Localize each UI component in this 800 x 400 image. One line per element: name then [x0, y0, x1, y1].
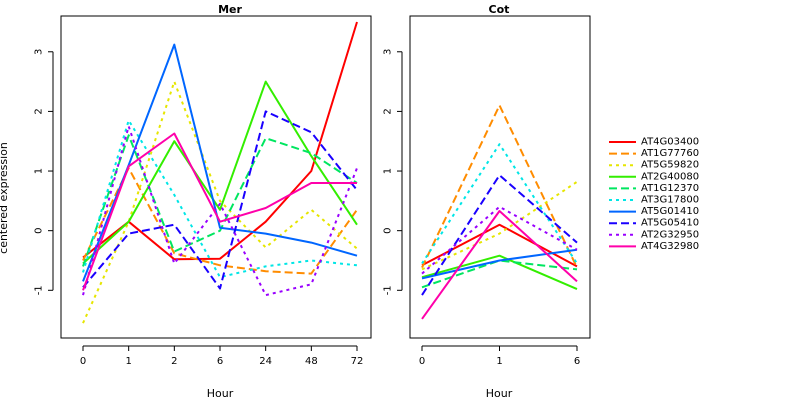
- series-line: [82, 125, 358, 297]
- x-axis-title: Hour: [207, 387, 234, 400]
- y-tick-label: 0: [383, 227, 394, 233]
- x-tick-label: 1: [496, 356, 502, 367]
- x-tick-label: 2: [171, 356, 177, 367]
- legend-label: AT5G05410: [641, 218, 699, 229]
- series-line: [421, 180, 578, 271]
- series-line: [82, 132, 357, 291]
- legend-label: AT1G77760: [641, 148, 699, 159]
- x-tick-label: 24: [259, 356, 272, 367]
- x-tick-label: 6: [217, 356, 223, 367]
- series-line: [421, 205, 578, 275]
- legend-label: AT5G01410: [641, 206, 699, 217]
- x-tick-label: 72: [351, 356, 364, 367]
- panel-mer: Mer Hour centered expression 0 1 2 6 24 48 72 -…: [0, 3, 372, 400]
- series-line: [421, 248, 578, 280]
- series-line: [421, 143, 578, 265]
- legend-label: AT4G03400: [641, 137, 699, 148]
- x-tick-label: 48: [305, 356, 318, 367]
- plot-frame: [60, 15, 372, 339]
- series-line: [421, 174, 578, 296]
- x-axis-title: Hour: [486, 387, 513, 400]
- panel-title: Mer: [218, 3, 242, 16]
- panel-cot: Cot Hour 0 1 6 -1 0 1 2 3: [383, 3, 591, 400]
- x-tick-label: 0: [419, 356, 425, 367]
- series-line: [421, 254, 578, 291]
- series-line: [421, 210, 578, 320]
- panel-title: Cot: [489, 3, 510, 16]
- y-tick-label: -1: [383, 285, 394, 295]
- series-line: [82, 110, 358, 290]
- series-line: [82, 80, 358, 265]
- legend-label: AT5G59820: [641, 160, 699, 171]
- y-tick-label: 3: [383, 49, 394, 55]
- legend: AT4G03400AT1G77760AT5G59820AT2G40080AT1G…: [609, 137, 699, 252]
- series-line: [421, 104, 578, 269]
- plot-frame: [409, 15, 591, 339]
- legend-label: AT3G17800: [641, 195, 699, 206]
- y-tick-label: -1: [34, 285, 45, 295]
- series-line: [82, 134, 358, 267]
- legend-label: AT1G12370: [641, 183, 699, 194]
- y-tick-label: 3: [34, 49, 45, 55]
- y-axis-title: centered expression: [0, 142, 10, 254]
- y-tick-label: 2: [34, 108, 45, 114]
- y-tick-label: 1: [34, 168, 45, 174]
- x-tick-label: 6: [574, 356, 580, 367]
- series-line: [421, 259, 578, 289]
- y-tick-label: 0: [34, 227, 45, 233]
- y-tick-label: 1: [383, 168, 394, 174]
- legend-label: AT2G32950: [641, 229, 699, 240]
- series-line: [82, 80, 358, 324]
- x-tick-label: 0: [80, 356, 86, 367]
- y-tick-label: 2: [383, 108, 394, 114]
- legend-label: AT2G40080: [641, 171, 699, 182]
- x-tick-label: 1: [125, 356, 131, 367]
- legend-label: AT4G32980: [641, 241, 699, 252]
